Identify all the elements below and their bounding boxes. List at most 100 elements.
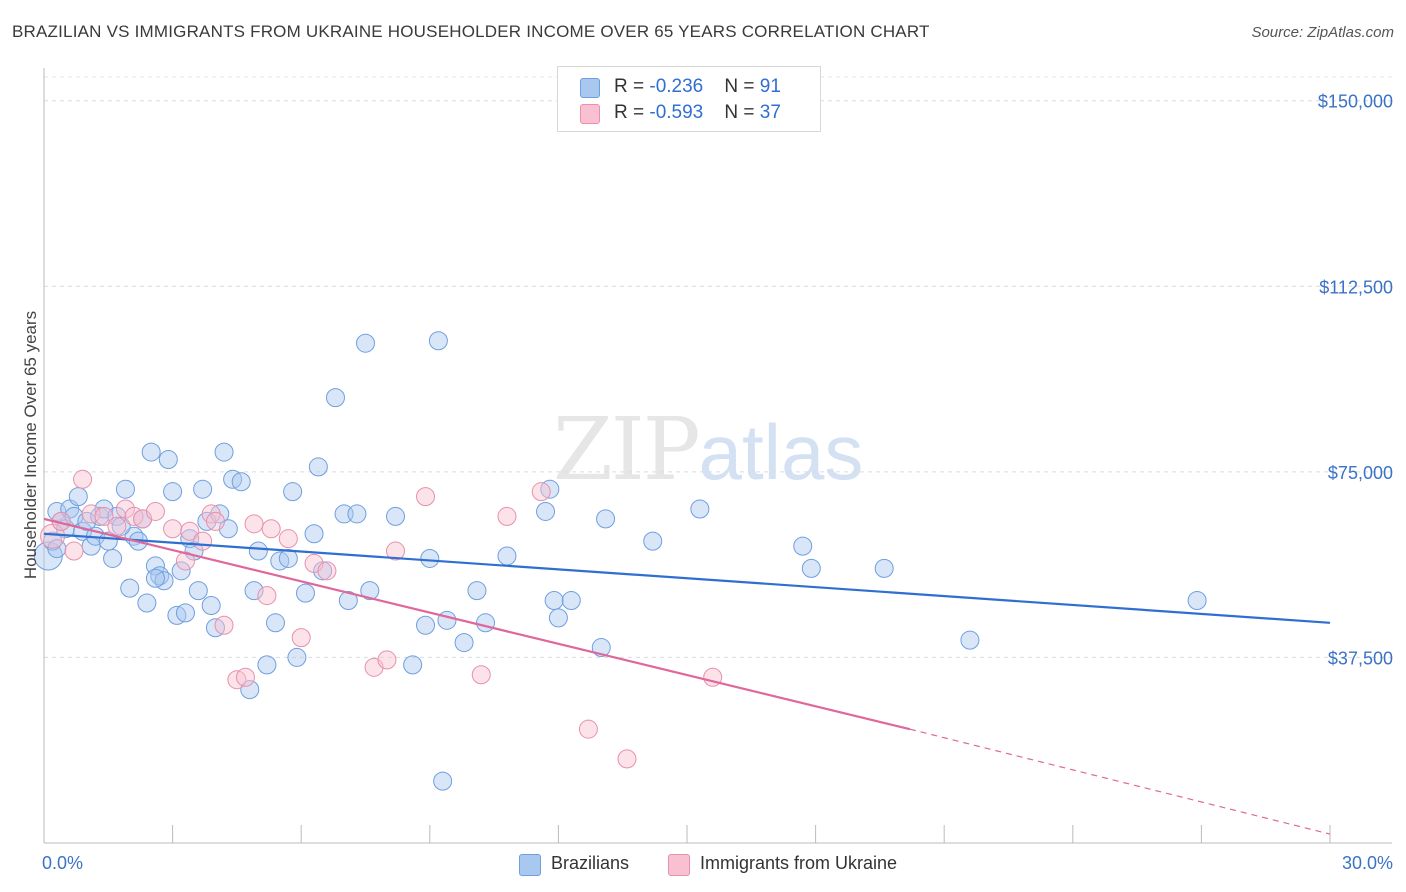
brazilian-point [536, 501, 556, 521]
ukraine-point [163, 519, 183, 539]
y-tick-label: $112,500 [1319, 277, 1393, 297]
brazilian-point [240, 680, 260, 700]
legend-r-value: -0.236 [649, 76, 704, 97]
legend-r-label: R = [614, 102, 650, 123]
brazilian-point [437, 610, 457, 630]
x-tick-label: 0.0% [42, 853, 83, 873]
ukraine-point [94, 506, 114, 526]
brazilian-point [141, 442, 161, 462]
ukraine-point [73, 469, 93, 489]
legend-r-label: R = [614, 76, 650, 97]
ukraine-trendline [43, 517, 911, 731]
series-swatch-ukraine [668, 854, 690, 876]
series-label-ukraine: Immigrants from Ukraine [700, 853, 898, 873]
brazilian-point [643, 531, 663, 551]
ukraine-trendline-extension [909, 728, 1331, 835]
brazilian-point [115, 479, 135, 499]
brazilian-point [467, 581, 487, 601]
brazilian-point [338, 591, 358, 611]
brazilian-point [544, 591, 564, 611]
brazilian-point [561, 591, 581, 611]
ukraine-point [497, 506, 517, 526]
ukraine-point [617, 749, 637, 769]
brazilian-point [874, 558, 894, 578]
x-tick-label: 30.0% [1342, 853, 1393, 873]
brazilian-point [175, 603, 195, 623]
ukraine-point [257, 586, 277, 606]
brazilian-point [278, 548, 298, 568]
brazilian-point [295, 583, 315, 603]
brazilian-point [420, 548, 440, 568]
ukraine-point [205, 511, 225, 531]
ukraine-point [64, 541, 84, 561]
ukraine-point [578, 719, 598, 739]
brazilian-point [304, 524, 324, 544]
ukraine-point [193, 531, 213, 551]
brazilian-point [960, 630, 980, 650]
brazilian-point [347, 504, 367, 524]
brazilian-point [416, 615, 436, 635]
watermark-zip: ZIP [553, 400, 701, 500]
ukraine-point [531, 482, 551, 502]
brazilian-point [690, 499, 710, 519]
brazilian-trendline [43, 532, 1331, 624]
brazilian-point [287, 647, 307, 667]
y-tick-label: $37,500 [1328, 648, 1393, 668]
legend-swatch-ukraine [580, 104, 600, 124]
legend-n-value: 37 [759, 102, 781, 123]
ukraine-point [377, 650, 397, 670]
y-tick-label: $75,000 [1328, 463, 1393, 483]
y-axis-label-wrap: Householder Income Over 65 years [16, 280, 46, 610]
correlation-legend: R = -0.236 N = 91 R = -0.593 N = 37 [557, 66, 821, 132]
y-axis-label: Householder Income Over 65 years [21, 310, 40, 580]
ukraine-point [180, 521, 200, 541]
chart-title: BRAZILIAN VS IMMIGRANTS FROM UKRAINE HOU… [12, 22, 930, 41]
y-tick-label: $150,000 [1318, 92, 1393, 112]
ukraine-point [386, 541, 406, 561]
ukraine-point [278, 529, 298, 549]
brazilian-point [454, 633, 474, 653]
brazilian-point [497, 546, 517, 566]
brazilian-point [428, 331, 448, 351]
brazilian-point [801, 558, 821, 578]
brazilian-point [433, 771, 453, 791]
ukraine-point [244, 514, 264, 534]
brazilian-point [283, 482, 303, 502]
legend-n-label: N = [724, 76, 760, 97]
ukraine-point [291, 628, 311, 648]
ukraine-point [261, 519, 281, 539]
brazilian-point [201, 595, 221, 615]
brazilian-point [103, 548, 123, 568]
watermark: ZIPatlas [553, 400, 863, 500]
brazilian-point [257, 655, 277, 675]
brazilian-point [265, 613, 285, 633]
brazilian-point [308, 457, 328, 477]
ukraine-point [235, 667, 255, 687]
brazilian-point [120, 578, 140, 598]
brazilian-point [386, 506, 406, 526]
brazilian-point [171, 561, 191, 581]
legend-n-label: N = [724, 102, 760, 123]
brazilian-point [360, 581, 380, 601]
brazilian-point [68, 487, 88, 507]
series-swatch-brazilians [519, 854, 541, 876]
brazilian-point [145, 568, 165, 588]
brazilian-point [793, 536, 813, 556]
ukraine-point [107, 516, 127, 536]
brazilian-point [248, 541, 268, 561]
ukraine-point [416, 487, 436, 507]
brazilian-point [403, 655, 423, 675]
brazilian-point [158, 450, 178, 469]
brazilian-point [214, 442, 234, 462]
brazilian-point [231, 472, 251, 492]
brazilian-point [244, 581, 264, 601]
ukraine-point [214, 615, 234, 635]
watermark-atlas: atlas [698, 408, 864, 496]
legend-r-value: -0.593 [649, 102, 704, 123]
ukraine-point [317, 561, 337, 581]
brazilian-point [163, 482, 183, 502]
brazilian-point [325, 388, 345, 408]
ukraine-point [175, 551, 195, 571]
legend-swatch-brazilians [580, 78, 600, 98]
